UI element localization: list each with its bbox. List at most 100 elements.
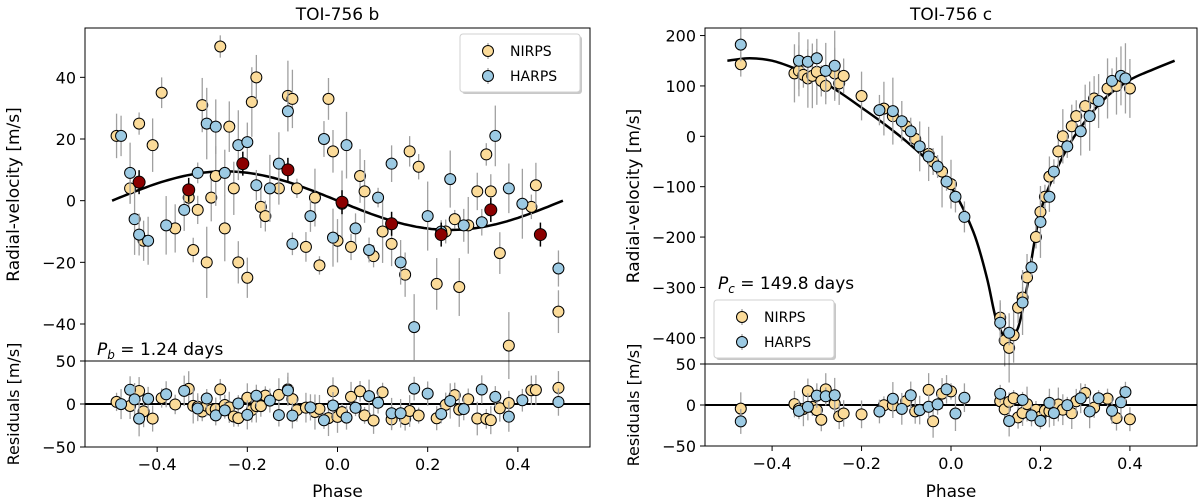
residual-plot-c: −50 0 50 −0.4 −0.2 0.0 0.2 0.4 Phase Residuals [m…	[624, 344, 1198, 499]
residual-harps-point	[232, 397, 245, 410]
nirps-point	[412, 160, 425, 173]
panel-toi-756-b: TOI-756 b −40 −20 0 20 40 Radial-velocity [m/s…	[4, 5, 591, 499]
binned-point	[281, 163, 295, 177]
legend: NIRPS HARPS	[713, 299, 836, 360]
nirps-point	[1056, 130, 1069, 143]
residual-nirps-point	[345, 390, 358, 403]
residual-harps-point	[931, 398, 944, 411]
x-axis-label: Phase	[926, 482, 977, 499]
nirps-point	[146, 139, 159, 152]
nirps-point	[1052, 145, 1065, 158]
x-tick-label: 0.4	[505, 455, 530, 474]
binned-point	[484, 203, 498, 217]
legend-marker-harps	[482, 70, 494, 82]
harps-point	[304, 210, 317, 223]
residual-y-tick-label: 0	[686, 396, 696, 415]
harps-point	[819, 64, 832, 77]
residual-harps-point	[1043, 396, 1056, 409]
binned-point	[434, 228, 448, 242]
y-tick-label: 40	[56, 68, 76, 87]
harps-point	[218, 166, 231, 179]
residual-harps-point	[363, 390, 376, 403]
residual-harps-point	[286, 409, 299, 422]
harps-point	[810, 52, 823, 65]
nirps-point	[385, 237, 398, 250]
binned-point	[385, 217, 399, 231]
nirps-point	[552, 305, 565, 318]
residual-nirps-point	[484, 414, 497, 427]
legend-marker-nirps	[482, 45, 494, 57]
residual-harps-point	[940, 383, 953, 396]
harps-point	[913, 140, 926, 153]
harps-point	[326, 231, 339, 244]
legend-label-harps: HARPS	[510, 69, 557, 85]
nirps-point	[214, 40, 227, 53]
nirps-point	[191, 203, 204, 216]
chart-title: TOI-756 c	[909, 5, 992, 25]
y-tick-label: 0	[66, 192, 76, 211]
harps-point	[931, 160, 944, 173]
residual-nirps-point	[1123, 413, 1136, 426]
nirps-point	[453, 281, 466, 293]
residual-nirps-point	[376, 386, 389, 399]
residual-harps-point	[801, 400, 814, 413]
legend-marker-nirps	[736, 311, 748, 323]
residual-nirps-point	[214, 383, 227, 396]
nirps-point	[1079, 100, 1092, 113]
nirps-point	[205, 191, 218, 204]
harps-point	[317, 133, 330, 145]
binned-point	[132, 175, 146, 189]
harps-point	[873, 104, 886, 117]
harps-point	[734, 38, 747, 51]
nirps-point	[187, 244, 200, 256]
y-tick-label: 20	[56, 130, 76, 149]
residual-y-tick-label: 50	[56, 352, 76, 371]
nirps-point	[322, 92, 335, 105]
residual-harps-point	[340, 411, 353, 424]
rv-plot-b: TOI-756 b −40 −20 0 20 40 Radial-velocity [m/s…	[4, 5, 591, 380]
residual-harps-point	[1061, 399, 1074, 412]
residual-harps-point	[489, 390, 502, 403]
y-tick-label: 100	[665, 77, 696, 96]
harps-point	[895, 115, 908, 128]
nirps-point	[196, 99, 209, 112]
nirps-point	[1070, 110, 1083, 123]
residual-harps-point	[272, 409, 285, 422]
residual-harps-point	[200, 392, 213, 405]
harps-point	[142, 234, 155, 247]
harps-point	[516, 197, 529, 210]
residual-harps-point	[1119, 386, 1132, 399]
harps-point	[178, 203, 191, 216]
rv-plot-c: TOI-756 c −400 −300 −200 −100 0 100 200 Radial-v…	[624, 5, 1198, 383]
harps-point	[489, 129, 502, 142]
nirps-point	[484, 185, 497, 198]
residual-nirps-point	[927, 415, 940, 428]
residual-harps-point	[1034, 414, 1047, 427]
nirps-point	[1021, 271, 1034, 284]
residual-harps-point	[1047, 407, 1060, 420]
nirps-point	[502, 339, 515, 352]
harps-point	[1003, 326, 1016, 339]
nirps-point	[837, 69, 850, 82]
harps-point	[940, 175, 953, 188]
residual-harps-point	[1114, 396, 1127, 409]
legend-marker-harps	[736, 336, 748, 348]
period-annotation: Pb = 1.24 days	[97, 340, 223, 362]
chart-title: TOI-756 b	[295, 5, 380, 25]
nirps-point	[241, 271, 254, 284]
harps-point	[1074, 125, 1087, 138]
nirps-point	[345, 240, 358, 253]
x-axis-label: Phase	[312, 482, 363, 499]
residual-harps-point	[304, 401, 317, 414]
harps-point	[1034, 215, 1047, 228]
residual-harps-point	[1016, 393, 1029, 406]
harps-point	[241, 136, 254, 149]
nirps-point	[1029, 231, 1042, 244]
nirps-point	[529, 179, 542, 192]
residual-harps-point	[250, 389, 263, 402]
legend-label-harps: HARPS	[764, 335, 811, 351]
y-tick-label: −20	[42, 253, 76, 272]
y-tick-label: −300	[652, 278, 696, 297]
harps-point	[263, 182, 276, 195]
